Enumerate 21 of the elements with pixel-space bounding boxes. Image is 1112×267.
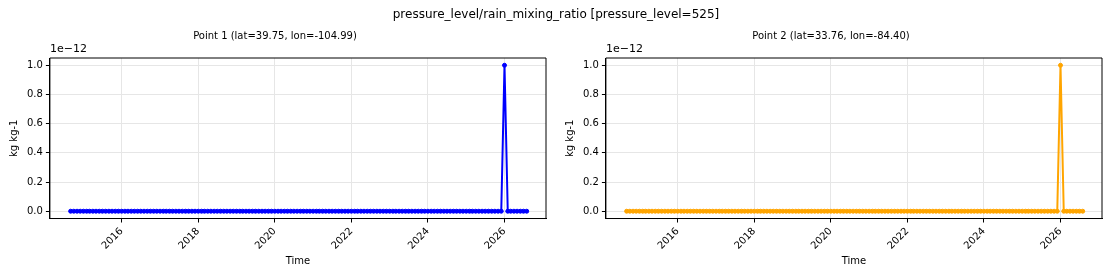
y-tick-label: 0.4 <box>583 146 599 158</box>
y-tick-label: 0.6 <box>27 117 43 129</box>
y-tick-label: 1.0 <box>27 58 43 70</box>
text: 1e−12 <box>605 42 643 56</box>
x-axis-title: Time <box>284 254 311 266</box>
chart-title: Point 1 (lat=39.75, lon=-104.99) <box>193 29 357 41</box>
x-axis-title: Time <box>840 254 867 266</box>
y-tick-label: 0.0 <box>27 204 43 216</box>
y-tick-label: 0.4 <box>27 146 43 158</box>
y-tick-label: 0.2 <box>583 175 599 187</box>
text: pressure_level/rain_mixing_ratio [pressure_level=525] <box>391 6 721 23</box>
y-axis-title: kg kg-1 <box>7 119 19 157</box>
chart-title: Point 2 (lat=33.76, lon=-84.40) <box>752 29 910 41</box>
y-tick-label: 1.0 <box>583 58 599 70</box>
y-tick-label: 0.8 <box>583 88 599 100</box>
y-tick-label: 0.8 <box>27 88 43 100</box>
y-tick-label: 0.0 <box>583 204 599 216</box>
y-tick-label: 0.2 <box>27 175 43 187</box>
y-tick-label: 0.6 <box>583 117 599 129</box>
y-axis-title: kg kg-1 <box>563 119 575 157</box>
text: 1e−12 <box>49 42 87 56</box>
